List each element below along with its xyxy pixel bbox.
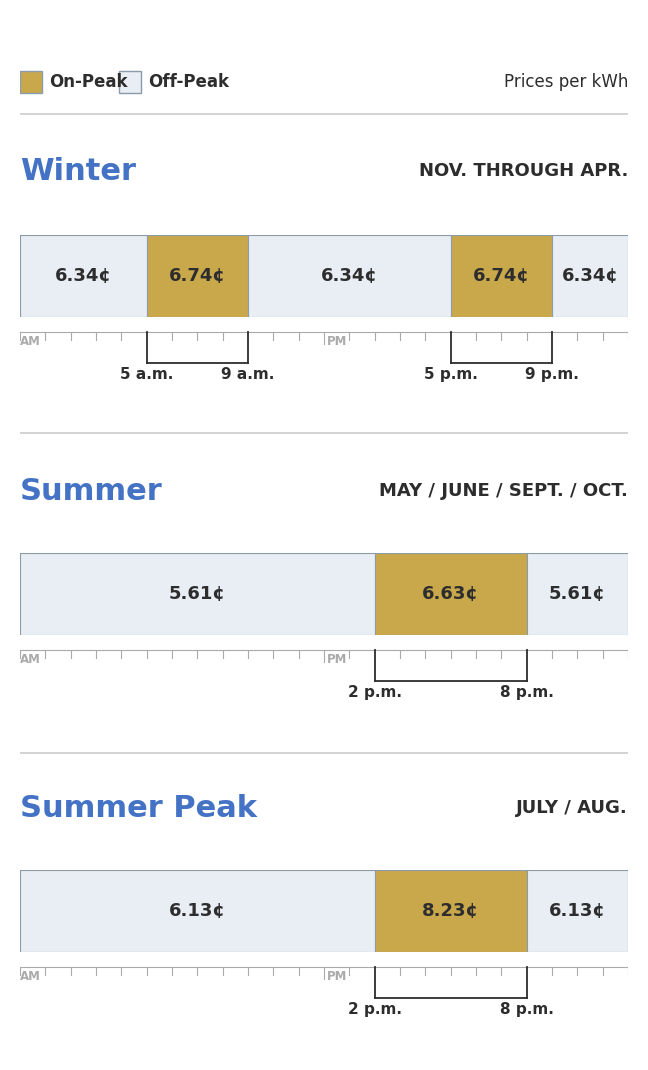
Text: 6.13¢: 6.13¢ — [169, 902, 226, 920]
Text: Off-Peak: Off-Peak — [148, 73, 229, 91]
Text: PM: PM — [327, 335, 347, 349]
Bar — [527, 553, 628, 635]
Text: AM: AM — [20, 654, 41, 667]
Text: 6.13¢: 6.13¢ — [549, 902, 606, 920]
Text: Winter: Winter — [20, 156, 136, 185]
Text: AM: AM — [20, 335, 41, 349]
Text: 8.23¢: 8.23¢ — [422, 902, 479, 920]
Text: 5 a.m.: 5 a.m. — [120, 367, 174, 382]
Text: 5.61¢: 5.61¢ — [169, 585, 226, 603]
Text: PM: PM — [327, 970, 347, 983]
Text: Summer: Summer — [20, 476, 163, 506]
Text: JULY / AUG.: JULY / AUG. — [516, 799, 628, 817]
Bar — [552, 235, 628, 317]
Text: 6.74¢: 6.74¢ — [169, 268, 226, 285]
Bar — [119, 71, 141, 93]
Bar — [375, 870, 527, 952]
Text: PM: PM — [327, 654, 347, 667]
Bar — [20, 553, 375, 635]
Bar — [20, 71, 42, 93]
Text: 8 p.m.: 8 p.m. — [500, 1002, 553, 1016]
Bar — [450, 235, 552, 317]
Text: 5 p.m.: 5 p.m. — [424, 367, 478, 382]
Text: Summer Peak: Summer Peak — [20, 794, 257, 823]
Text: NOV. THROUGH APR.: NOV. THROUGH APR. — [419, 162, 628, 180]
Text: 6.34¢: 6.34¢ — [55, 268, 111, 285]
Text: 6.34¢: 6.34¢ — [562, 268, 618, 285]
Text: 5.61¢: 5.61¢ — [549, 585, 606, 603]
Bar — [248, 235, 450, 317]
Text: On-Peak: On-Peak — [49, 73, 128, 91]
Text: 2 p.m.: 2 p.m. — [348, 1002, 402, 1016]
Bar — [527, 870, 628, 952]
Text: 6.74¢: 6.74¢ — [473, 268, 530, 285]
Text: 9 p.m.: 9 p.m. — [525, 367, 579, 382]
Bar — [20, 235, 146, 317]
Bar — [146, 235, 248, 317]
Bar — [375, 553, 527, 635]
Text: 6.63¢: 6.63¢ — [422, 585, 479, 603]
Text: Prices per kWh: Prices per kWh — [503, 73, 628, 91]
Bar — [20, 870, 375, 952]
Text: MAY / JUNE / SEPT. / OCT.: MAY / JUNE / SEPT. / OCT. — [379, 483, 628, 500]
Text: 8 p.m.: 8 p.m. — [500, 685, 553, 700]
Text: 6.34¢: 6.34¢ — [321, 268, 378, 285]
Text: AM: AM — [20, 970, 41, 983]
Text: 9 a.m.: 9 a.m. — [222, 367, 275, 382]
Text: 2 p.m.: 2 p.m. — [348, 685, 402, 700]
